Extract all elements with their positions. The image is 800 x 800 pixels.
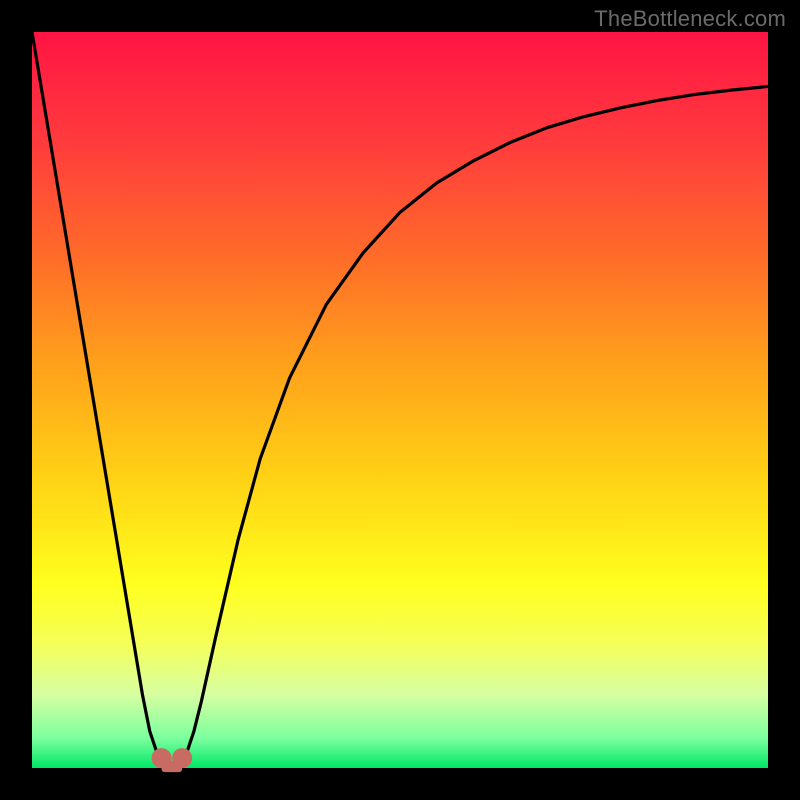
plot-background bbox=[32, 32, 768, 768]
chart-container: TheBottleneck.com bbox=[0, 0, 800, 800]
bottleneck-chart bbox=[0, 0, 800, 800]
watermark-text: TheBottleneck.com bbox=[594, 6, 786, 32]
